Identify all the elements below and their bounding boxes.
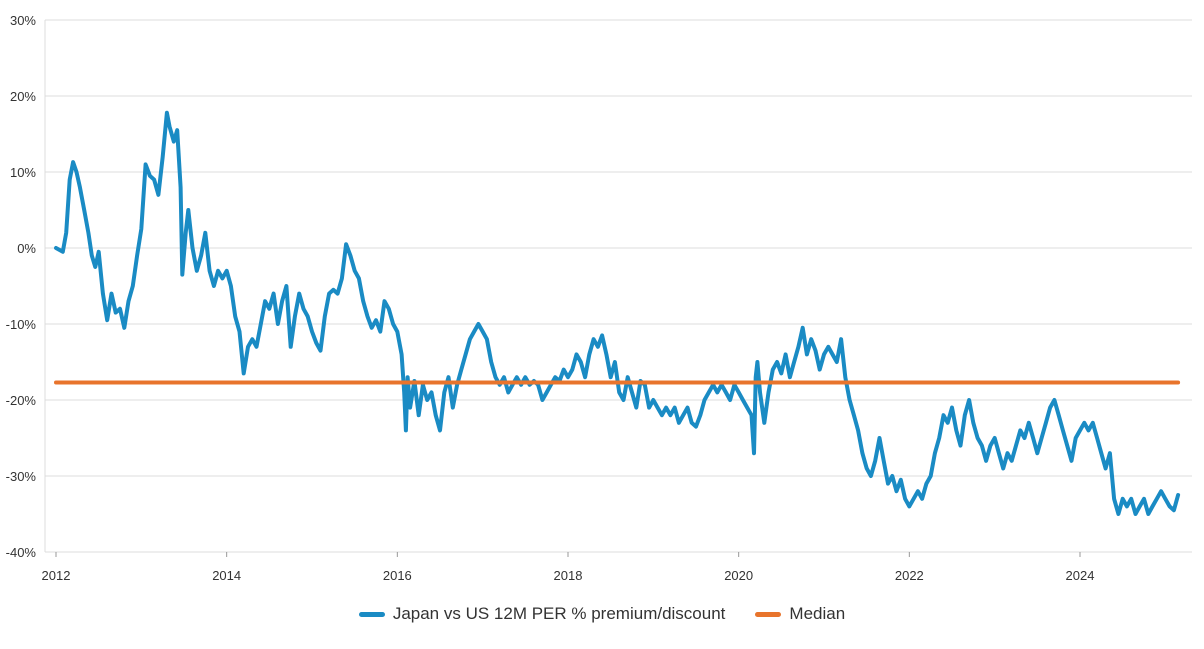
- x-tick-label: 2020: [724, 568, 753, 583]
- x-tick-label: 2018: [554, 568, 583, 583]
- y-tick-label: -10%: [6, 317, 37, 332]
- legend-label-premium: Japan vs US 12M PER % premium/discount: [392, 604, 726, 623]
- legend-label-median: Median: [789, 604, 846, 623]
- y-tick-label: 0%: [17, 241, 36, 256]
- y-tick-label: -30%: [6, 469, 37, 484]
- x-tick-label: 2016: [383, 568, 412, 583]
- y-axis-labels: 30% 20% 10% 0% -10% -20% -30% -40%: [6, 13, 37, 560]
- y-tick-label: -40%: [6, 545, 37, 560]
- series-line-premium: [54, 110, 1181, 516]
- legend-swatch-premium: [358, 611, 385, 617]
- legend-item-premium: Japan vs US 12M PER % premium/discount: [358, 604, 726, 624]
- legend: Japan vs US 12M PER % premium/discount M…: [0, 604, 1204, 624]
- y-tick-label: 20%: [10, 89, 36, 104]
- legend-swatch-median: [755, 611, 782, 617]
- x-tick-label: 2012: [42, 568, 71, 583]
- legend-item-median: Median: [755, 604, 845, 624]
- gridlines: [44, 19, 1192, 553]
- y-tick-label: 10%: [10, 165, 36, 180]
- x-tick-label: 2022: [895, 568, 924, 583]
- x-axis-labels: 2012 2014 2016 2018 2020 2022 2024: [42, 552, 1095, 583]
- line-chart: 30% 20% 10% 0% -10% -20% -30% -40% 2012 2014 2016…: [6, 13, 1192, 583]
- x-tick-label: 2014: [212, 568, 241, 583]
- series-lines: [54, 110, 1181, 516]
- y-tick-label: 30%: [10, 13, 36, 28]
- x-tick-label: 2024: [1066, 568, 1095, 583]
- y-tick-label: -20%: [6, 393, 37, 408]
